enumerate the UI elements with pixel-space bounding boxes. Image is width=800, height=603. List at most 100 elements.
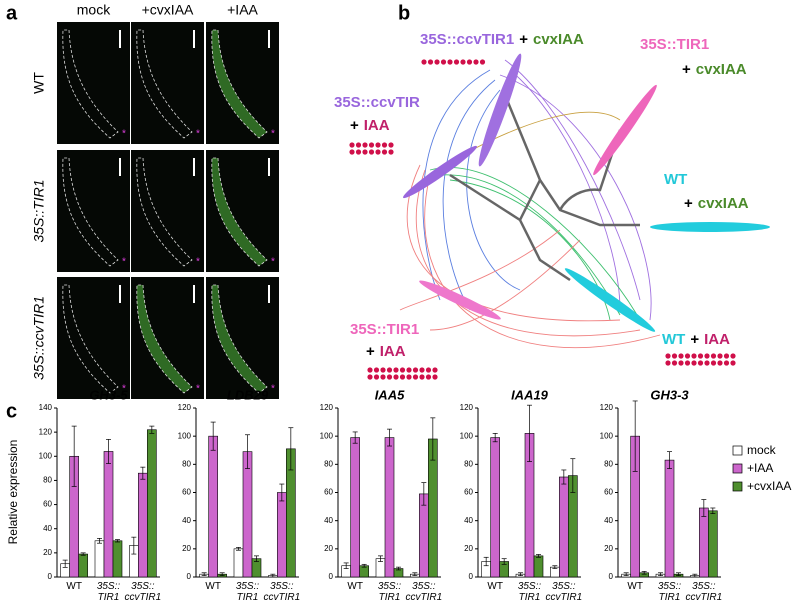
bar <box>384 437 395 578</box>
dot <box>380 367 386 373</box>
dot <box>367 374 373 380</box>
column-label: mock <box>77 2 111 18</box>
plus: + <box>690 331 699 348</box>
dot <box>388 149 394 155</box>
x-tick-label: WT <box>347 581 363 592</box>
bar <box>78 553 88 578</box>
dot <box>684 353 691 359</box>
y-tick-label: 120 <box>600 403 614 412</box>
node-label: + cvxIAA <box>684 195 749 212</box>
error-bar <box>140 466 146 480</box>
error-bar <box>692 573 698 578</box>
x-tick-label: 35S:: ccvTIR1 <box>405 581 442 603</box>
bar <box>138 472 148 578</box>
root-outline <box>211 157 268 267</box>
root-outline <box>136 29 193 139</box>
micrograph <box>57 277 130 399</box>
error-bar <box>536 554 541 558</box>
dot <box>678 353 684 359</box>
error-bar <box>658 572 663 576</box>
x-tick-line: WT <box>487 581 503 592</box>
dot <box>440 59 447 65</box>
y-tick-label: 100 <box>460 431 474 440</box>
x-tick-line: WT <box>627 581 643 592</box>
hive-axis <box>650 222 770 232</box>
dot <box>380 374 386 380</box>
dot <box>425 374 432 380</box>
x-tick-label: 35S:: TIR1 <box>378 581 402 603</box>
error-bar <box>641 571 647 575</box>
y-tick-label: 80 <box>324 459 333 468</box>
dot <box>730 353 736 359</box>
error-bar <box>97 538 102 544</box>
y-tick-label: 60 <box>604 488 613 497</box>
dot <box>386 367 393 373</box>
node-label: + cvxIAA <box>682 61 747 78</box>
dot <box>373 367 380 373</box>
dot <box>419 367 425 373</box>
panel-label: b <box>398 2 410 24</box>
treatment: cvxIAA <box>698 195 749 212</box>
dot <box>388 142 394 148</box>
genotype: 35S::TIR1 <box>640 36 709 53</box>
error-bar <box>62 559 68 568</box>
asterisk: * <box>271 384 275 395</box>
hive-axis <box>403 145 477 199</box>
bar <box>419 493 429 578</box>
y-tick-label: 0 <box>469 572 474 581</box>
dot <box>349 149 355 155</box>
dot <box>665 360 671 366</box>
error-bar <box>80 552 86 556</box>
y-axis-title: Relative expression <box>6 440 20 545</box>
dot <box>432 367 438 373</box>
error-bar <box>561 469 567 485</box>
dot <box>367 367 373 373</box>
chart-title: IAA5 <box>375 387 405 402</box>
error-bar <box>412 572 418 576</box>
root-outline <box>62 157 119 267</box>
dot <box>473 59 479 65</box>
plus: + <box>366 343 375 360</box>
x-tick-line: TIR1 <box>237 592 259 603</box>
hive-axis <box>478 53 522 167</box>
x-tick-label: 35S:: ccvTIR1 <box>685 581 722 603</box>
dot <box>434 59 440 65</box>
dot <box>375 142 381 148</box>
y-tick-label: 20 <box>604 544 613 553</box>
asterisk: * <box>122 257 126 268</box>
dot <box>425 367 432 373</box>
error-bar <box>492 433 498 443</box>
y-tick-label: 80 <box>464 459 473 468</box>
error-bar <box>570 458 576 493</box>
root-outline <box>211 284 268 394</box>
treatment: IAA <box>704 331 730 348</box>
x-tick-line: 35S:: <box>270 581 294 592</box>
dot <box>723 353 730 359</box>
y-tick-label: 100 <box>600 431 614 440</box>
legend-swatch <box>732 481 743 492</box>
dot <box>386 374 393 380</box>
panel-label: a <box>6 2 18 24</box>
error-bar <box>378 555 383 562</box>
dot <box>393 367 399 373</box>
y-tick-label: 0 <box>187 572 192 581</box>
x-tick-line: ccvTIR1 <box>263 592 300 603</box>
x-tick-label: 35S:: TIR1 <box>97 581 121 603</box>
micrograph <box>57 22 130 144</box>
dot <box>362 142 368 148</box>
y-tick-label: 40 <box>182 516 191 525</box>
x-tick-line: ccvTIR1 <box>124 592 161 603</box>
y-tick-label: 20 <box>43 548 52 557</box>
y-tick-label: 120 <box>178 403 192 412</box>
dot <box>453 59 460 65</box>
error-bar <box>387 428 392 447</box>
asterisk: * <box>122 384 126 395</box>
treatment: IAA <box>380 343 406 360</box>
error-bar <box>71 425 77 487</box>
treatment: cvxIAA <box>696 61 747 78</box>
asterisk: * <box>271 129 275 140</box>
x-tick-line: WT <box>66 581 82 592</box>
y-tick-label: 80 <box>43 476 52 485</box>
